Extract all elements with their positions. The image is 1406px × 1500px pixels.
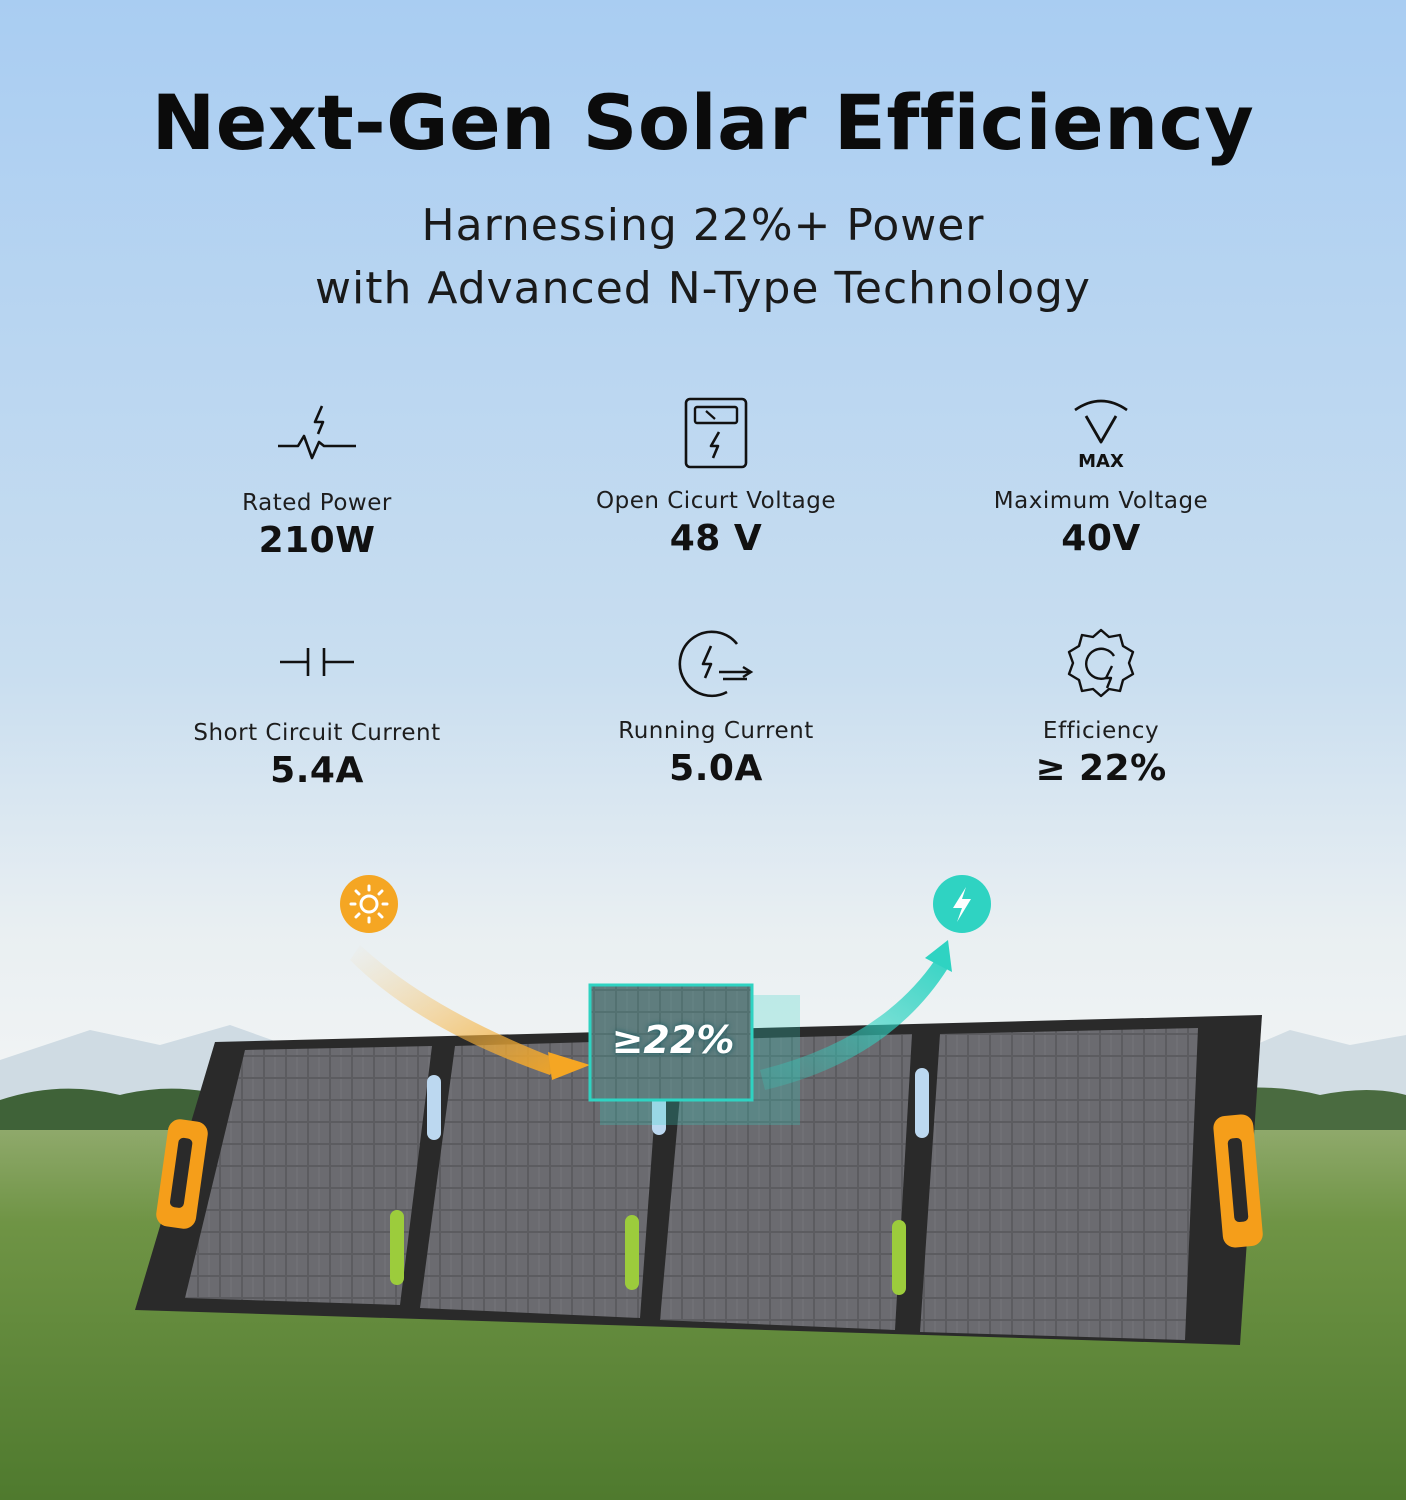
voltage-meter-icon — [684, 397, 748, 469]
spec-value: 5.4A — [270, 750, 364, 791]
spec-label: Rated Power — [242, 490, 392, 516]
capacitor-icon — [280, 648, 354, 676]
spec-efficiency: Efficiency ≥ 22% — [921, 626, 1281, 789]
spec-value: 48 V — [669, 518, 763, 559]
spec-rated-power: Rated Power 210W — [137, 398, 497, 561]
efficiency-badge: ≥22% — [611, 1018, 735, 1062]
svg-text:MAX: MAX — [1078, 451, 1124, 472]
spec-value: 5.0A — [669, 748, 763, 789]
spec-label: Open Cicurt Voltage — [596, 488, 836, 514]
spec-running-current: Running Current 5.0A — [536, 626, 896, 789]
sun-icon — [340, 875, 398, 933]
spec-label: Efficiency — [1042, 718, 1160, 744]
subtitle-line-2: with Advanced N-Type Technology — [315, 263, 1091, 314]
power-pulse-icon — [278, 405, 356, 460]
running-current-icon — [678, 630, 754, 698]
spec-maximum-voltage: MAX Maximum Voltage 40V — [921, 396, 1281, 559]
spec-value: ≥ 22% — [1035, 748, 1167, 789]
efficiency-highlight — [588, 983, 800, 1125]
subtitle-line-1: Harnessing 22%+ Power — [421, 200, 985, 251]
efficiency-gear-icon — [1067, 628, 1135, 698]
lightning-icon — [933, 875, 991, 933]
spec-short-circuit-current: Short Circuit Current 5.4A — [137, 628, 497, 791]
solar-panel — [135, 1015, 1263, 1345]
spec-value: 210W — [258, 520, 376, 561]
spec-label: Running Current — [618, 718, 814, 744]
spec-open-circuit-voltage: Open Cicurt Voltage 48 V — [536, 396, 896, 559]
spec-label: Short Circuit Current — [193, 720, 441, 746]
spec-value: 40V — [1061, 518, 1141, 559]
spec-label: Maximum Voltage — [993, 488, 1209, 514]
page-title: Next-Gen Solar Efficiency — [151, 78, 1255, 167]
max-voltage-icon: MAX — [1074, 399, 1128, 472]
